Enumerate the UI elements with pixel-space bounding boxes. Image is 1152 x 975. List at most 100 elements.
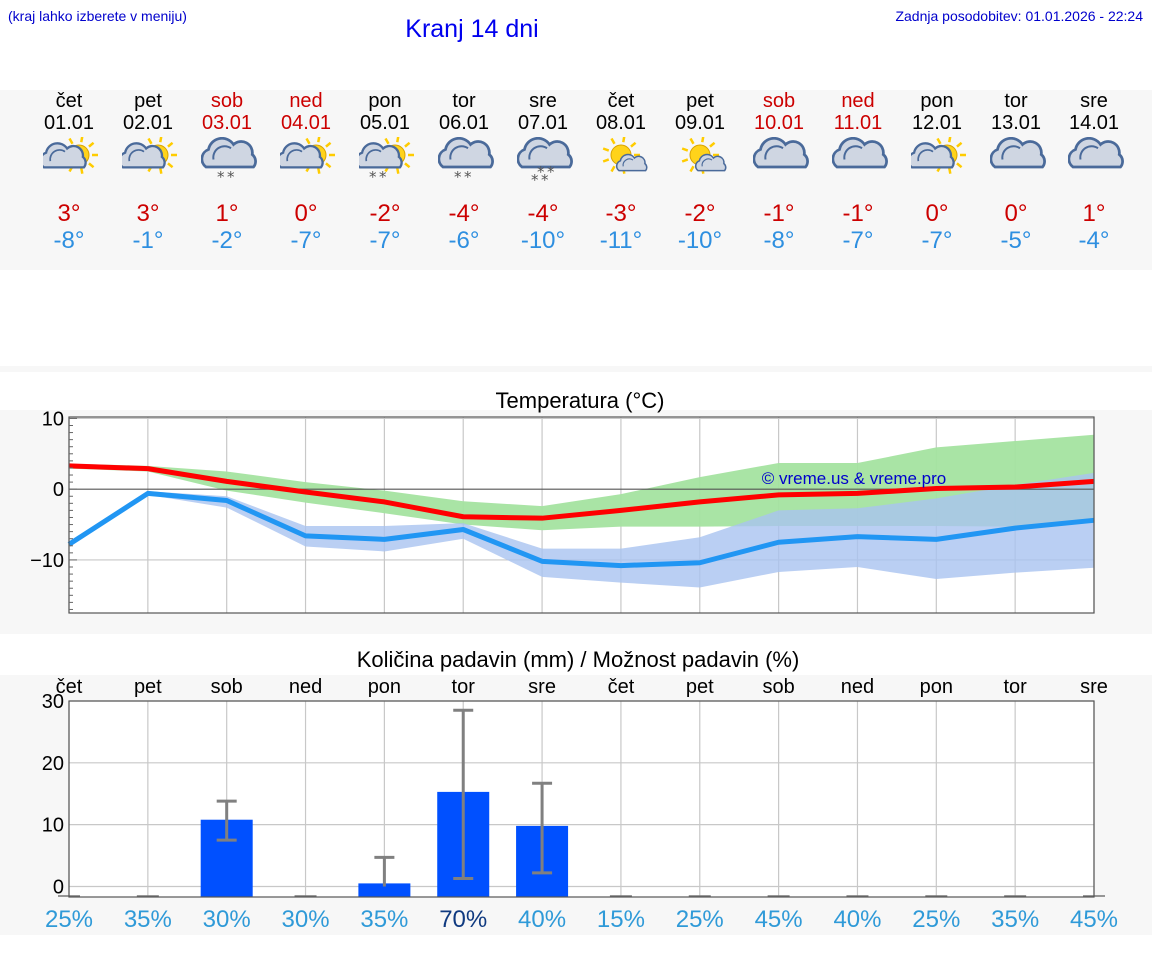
precipitation-probability-label: 25% [912, 906, 960, 933]
cloud-icon [694, 153, 727, 172]
precipitation-day-label: tor [452, 676, 476, 698]
precipitation-probability-label: 45% [755, 906, 803, 933]
max-temperature: -4° [448, 200, 480, 227]
cloudy-snow-icon: * * * * [516, 136, 573, 189]
cloud-icon [355, 142, 403, 169]
precipitation-y-tick-label: 10 [42, 815, 64, 837]
last-updated-value: 01.01.2026 - 22:24 [1025, 8, 1143, 24]
precipitation-probability-label: 25% [45, 906, 93, 933]
min-temperature: -1° [132, 227, 164, 254]
day-name: tor [452, 90, 476, 112]
last-updated-label: Zadnja posodobitev: [895, 8, 1022, 24]
max-temperature: 0° [925, 200, 949, 227]
min-temperature: -10° [520, 227, 566, 254]
day-date: 02.01 [122, 112, 174, 134]
day-date: 06.01 [438, 112, 490, 134]
mostly-sunny-icon [595, 136, 651, 187]
divider-band [0, 366, 1152, 372]
snowflake-icon: * [547, 163, 555, 181]
day-date: 14.01 [1068, 112, 1120, 134]
day-name: pet [686, 90, 714, 112]
day-name: čet [55, 90, 83, 112]
precipitation-chart-title: Količina padavin (mm) / Možnost padavin … [357, 647, 800, 672]
max-temperature: -4° [527, 200, 559, 227]
forecast-band [0, 90, 1152, 270]
partly-cloudy-icon [907, 136, 967, 187]
cloudy-light-snow-icon: * * [437, 136, 494, 187]
snowflake-icon: * [227, 168, 235, 186]
min-temperature: -11° [599, 227, 643, 254]
max-temperature: -1° [763, 200, 795, 227]
day-column: tor 06.01 * * -4° -6° [425, 90, 503, 254]
max-temperature-range-band [69, 434, 1094, 531]
max-temperature: -2° [684, 200, 716, 227]
min-temperature: -10° [677, 227, 723, 254]
precipitation-day-label: pet [686, 676, 714, 698]
min-temperature: -7° [369, 227, 401, 254]
precipitation-bar [358, 883, 411, 897]
day-date: 01.01 [43, 112, 95, 134]
cloud-icon [276, 142, 324, 169]
precipitation-y-tick-label: 30 [42, 691, 64, 713]
precipitation-day-label: pon [368, 676, 401, 698]
min-temperature: -8° [763, 227, 795, 254]
precipitation-y-tick-label: 20 [42, 753, 64, 775]
day-column: sre 07.01 * * * * -4° -10° [504, 90, 582, 254]
cloud-icon [516, 136, 573, 169]
day-column: ned 04.01 0° -7° [267, 90, 345, 254]
day-date: 13.01 [990, 112, 1042, 134]
day-date: 04.01 [280, 112, 332, 134]
day-column: pon 05.01 * * -2° -7° [346, 90, 424, 254]
location-menu-hint[interactable]: (kraj lahko izberete v meniju) [8, 8, 187, 24]
partly-cloudy-snow-icon: * * [355, 136, 415, 187]
last-updated: Zadnja posodobitev: 01.01.2026 - 22:24 [895, 8, 1143, 24]
cloud-icon [200, 136, 257, 169]
snowflake-icon: * [531, 171, 539, 187]
day-date: 03.01 [201, 112, 253, 134]
partly-cloudy-icon [276, 136, 336, 187]
page-title: Kranj 14 dni [405, 15, 539, 43]
min-temperature: -7° [921, 227, 953, 254]
min-temperature-line [67, 490, 1095, 569]
cloud-icon [989, 136, 1046, 169]
precipitation-day-label: sre [1080, 676, 1108, 698]
precipitation-probability-label: 30% [282, 906, 330, 933]
precipitation-y-tick-label: 0 [53, 876, 64, 898]
precipitation-day-label: čet [608, 676, 635, 698]
day-name: čet [607, 90, 635, 112]
max-temperature: 3° [136, 200, 160, 227]
precipitation-day-label: pet [134, 676, 162, 698]
cloud-icon [907, 142, 955, 169]
min-temperature: -6° [448, 227, 480, 254]
precipitation-probability-label: 25% [676, 906, 724, 933]
cloudy-icon [989, 136, 1046, 187]
snowflake-icon: * [369, 168, 377, 186]
max-temperature: -3° [605, 200, 637, 227]
max-temperature: -2° [369, 200, 401, 227]
cloud-icon [1067, 136, 1124, 169]
cloud-icon [39, 142, 87, 169]
mostly-sunny-icon [674, 136, 730, 187]
min-temperature: -5° [1000, 227, 1032, 254]
day-column: čet 01.01 3° -8° [30, 90, 108, 254]
day-name: sre [529, 90, 557, 112]
min-temperature: -7° [842, 227, 874, 254]
min-temperature: -7° [290, 227, 322, 254]
temperature-chart-title: Temperatura (°C) [496, 388, 665, 413]
precipitation-probability-label: 40% [518, 906, 566, 933]
day-date: 09.01 [674, 112, 726, 134]
temperature-y-tick-label: −10 [30, 550, 64, 572]
day-name: pon [920, 90, 954, 112]
day-column: sre 14.01 1° -4° [1055, 90, 1133, 254]
partly-cloudy-icon [118, 136, 178, 187]
day-name: sob [762, 90, 796, 112]
precipitation-probability-label: 45% [1070, 906, 1118, 933]
day-column: sob 03.01 * * 1° -2° [188, 90, 266, 254]
day-date: 12.01 [911, 112, 963, 134]
snowflake-icon: * [464, 168, 472, 186]
day-name: ned [289, 90, 323, 112]
cloud-icon [615, 153, 648, 172]
precipitation-plot-border [68, 700, 1095, 898]
max-temperature: 0° [1004, 200, 1028, 227]
